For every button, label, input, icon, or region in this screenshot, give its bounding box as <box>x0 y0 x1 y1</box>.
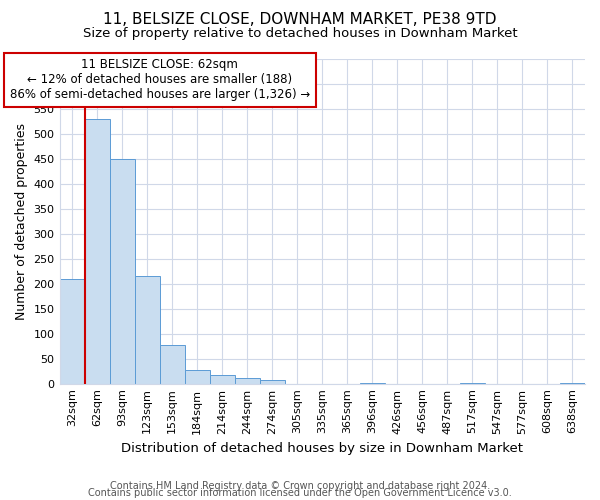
Bar <box>560 382 585 384</box>
Text: Contains public sector information licensed under the Open Government Licence v3: Contains public sector information licen… <box>88 488 512 498</box>
X-axis label: Distribution of detached houses by size in Downham Market: Distribution of detached houses by size … <box>121 442 523 455</box>
Bar <box>160 344 185 384</box>
Bar <box>260 380 285 384</box>
Bar <box>134 276 160 384</box>
Text: 11, BELSIZE CLOSE, DOWNHAM MARKET, PE38 9TD: 11, BELSIZE CLOSE, DOWNHAM MARKET, PE38 … <box>103 12 497 28</box>
Bar <box>85 119 110 384</box>
Text: Size of property relative to detached houses in Downham Market: Size of property relative to detached ho… <box>83 28 517 40</box>
Bar <box>460 382 485 384</box>
Bar <box>185 370 209 384</box>
Bar <box>59 279 85 384</box>
Bar <box>209 374 235 384</box>
Bar <box>235 378 260 384</box>
Text: 11 BELSIZE CLOSE: 62sqm
← 12% of detached houses are smaller (188)
86% of semi-d: 11 BELSIZE CLOSE: 62sqm ← 12% of detache… <box>10 58 310 102</box>
Text: Contains HM Land Registry data © Crown copyright and database right 2024.: Contains HM Land Registry data © Crown c… <box>110 481 490 491</box>
Y-axis label: Number of detached properties: Number of detached properties <box>15 123 28 320</box>
Bar <box>110 159 134 384</box>
Bar <box>360 382 385 384</box>
